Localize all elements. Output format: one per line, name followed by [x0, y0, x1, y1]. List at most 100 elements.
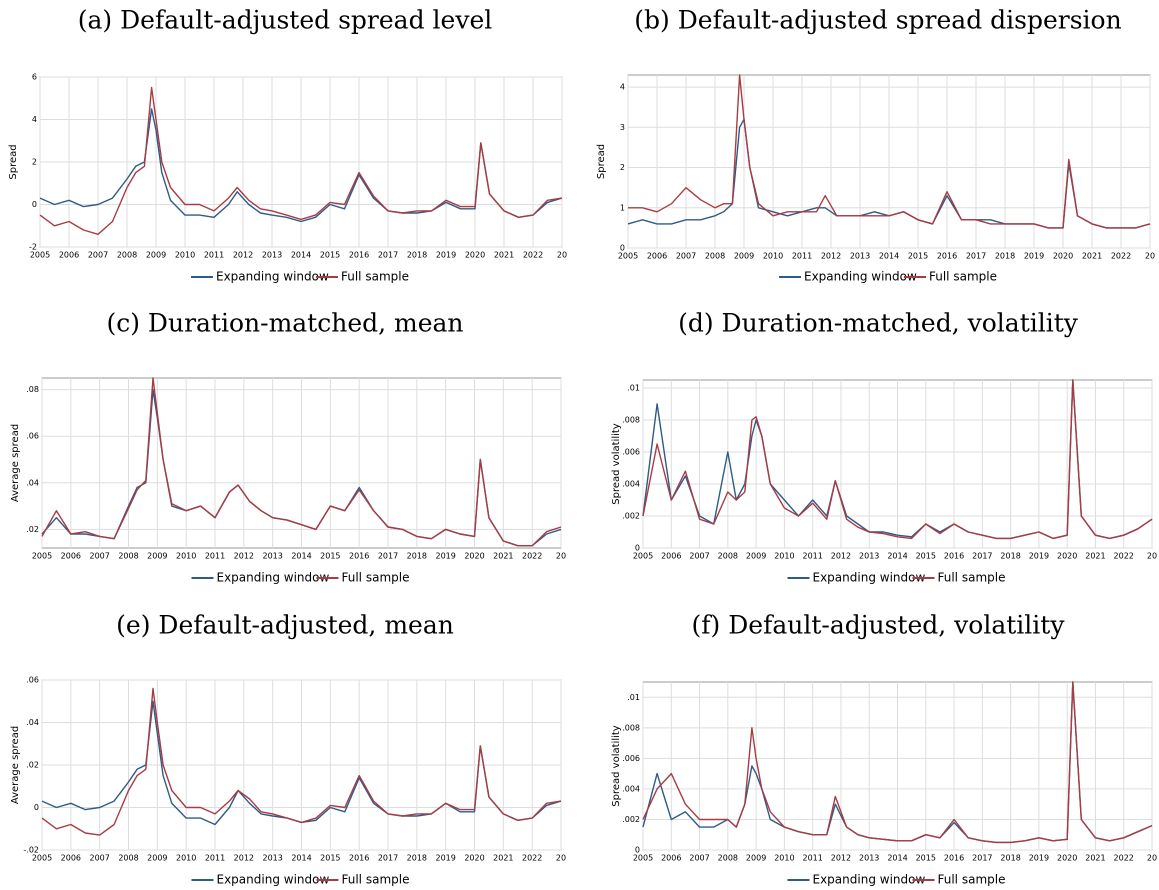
y-tick-label: .06: [26, 676, 39, 685]
x-tick-label: 2019: [1024, 252, 1044, 261]
x-tick-label: 2009: [734, 252, 754, 261]
x-tick-label: 20: [557, 251, 567, 260]
chart-panel: (c) Duration-matched, mean 2005 2006 2007 20…: [10, 309, 566, 585]
x-tick-label: 2007: [689, 552, 709, 561]
x-tick-label: 2009: [146, 251, 166, 260]
x-tick-label: 2016: [944, 854, 964, 863]
x-tick-label: 2013: [262, 251, 282, 260]
legend-label: Expanding window: [813, 571, 926, 585]
x-tick-label: 2010: [175, 251, 195, 260]
x-tick-label: 2011: [802, 552, 822, 561]
x-tick-label: 2005: [633, 854, 653, 863]
x-tick-label: 2010: [176, 854, 196, 863]
y-tick-label: .04: [26, 718, 39, 727]
x-tick-label: 2006: [61, 854, 81, 863]
x-tick-label: 2008: [118, 552, 138, 561]
x-tick-label: 2011: [205, 854, 225, 863]
x-tick-label: 2007: [689, 854, 709, 863]
x-tick-label: 2020: [1057, 854, 1077, 863]
x-tick-label: 2013: [262, 854, 282, 863]
y-tick-label: -.02: [23, 846, 39, 855]
chart-panel: (b) Default-adjusted spread dispersion20…: [596, 6, 1155, 284]
x-tick-label: 2022: [1111, 252, 1131, 261]
x-tick-label: 2010: [176, 552, 196, 561]
y-tick-label: -2: [29, 243, 37, 252]
legend-label: Expanding window: [217, 571, 330, 585]
x-tick-label: 2009: [746, 854, 766, 863]
x-tick-label: 2005: [32, 552, 52, 561]
y-tick-label: 0: [635, 846, 640, 855]
series-line: [628, 74, 1151, 229]
x-tick-label: 2021: [1085, 552, 1105, 561]
x-tick-label: 2022: [522, 854, 542, 863]
series-line: [642, 379, 1153, 540]
x-tick-label: 2020: [464, 552, 484, 561]
x-tick-label: 2018: [1000, 552, 1020, 561]
x-tick-label: 2021: [1082, 252, 1102, 261]
x-tick-label: 2005: [618, 252, 638, 261]
x-tick-label: 2019: [435, 552, 455, 561]
y-tick-label: .004: [622, 784, 640, 793]
x-tick-label: 2016: [944, 552, 964, 561]
x-tick-label: 2020: [464, 854, 484, 863]
x-tick-label: 2018: [407, 854, 427, 863]
x-tick-label: 2015: [908, 252, 928, 261]
x-tick-label: 2017: [378, 854, 398, 863]
y-tick-label: 0: [620, 244, 625, 253]
x-tick-label: 2013: [262, 552, 282, 561]
y-axis-label: Average spread: [10, 726, 21, 804]
y-tick-label: 2: [32, 158, 37, 167]
x-tick-label: 2006: [647, 252, 667, 261]
x-tick-label: 2010: [774, 552, 794, 561]
x-tick-label: 2006: [61, 552, 81, 561]
x-tick-label: 2013: [850, 252, 870, 261]
y-tick-label: 2: [620, 163, 625, 172]
x-tick-label: 2014: [291, 251, 311, 260]
y-axis-label: Spread volatility: [611, 423, 622, 505]
legend-label: Expanding window: [217, 873, 330, 887]
x-tick-label: 2008: [718, 854, 738, 863]
x-tick-label: 2018: [1000, 854, 1020, 863]
legend-label: Full sample: [929, 270, 997, 284]
x-tick-label: 2008: [118, 854, 138, 863]
x-tick-label: 2007: [89, 552, 109, 561]
y-tick-label: .002: [622, 815, 640, 824]
x-tick-label: 2020: [465, 251, 485, 260]
x-tick-label: 2017: [972, 552, 992, 561]
x-tick-label: 2017: [378, 251, 398, 260]
x-tick-label: 2020: [1057, 552, 1077, 561]
x-tick-label: 2021: [1085, 854, 1105, 863]
y-axis-label: Spread: [596, 144, 607, 179]
x-tick-label: 2014: [291, 854, 311, 863]
x-tick-label: 2022: [1114, 552, 1134, 561]
x-tick-label: 2007: [676, 252, 696, 261]
y-tick-label: .04: [26, 478, 39, 487]
x-tick-label: 2005: [32, 854, 52, 863]
x-tick-label: 20: [556, 552, 566, 561]
chart-title: (b) Default-adjusted spread dispersion: [634, 6, 1121, 35]
x-tick-label: 2016: [349, 552, 369, 561]
x-tick-label: 2021: [494, 251, 514, 260]
y-tick-label: 0: [32, 200, 37, 209]
y-tick-label: .02: [26, 761, 39, 770]
y-tick-label: .06: [26, 432, 39, 441]
y-tick-label: .02: [26, 525, 39, 534]
x-tick-label: 2017: [378, 552, 398, 561]
x-tick-label: 2008: [705, 252, 725, 261]
x-tick-label: 2005: [633, 552, 653, 561]
x-tick-label: 2014: [887, 552, 907, 561]
x-tick-label: 2012: [234, 552, 254, 561]
y-tick-label: .004: [622, 480, 640, 489]
x-tick-label: 2012: [831, 854, 851, 863]
x-tick-label: 2016: [349, 251, 369, 260]
x-tick-label: 2009: [147, 854, 167, 863]
y-tick-label: 6: [32, 73, 37, 82]
x-tick-label: 2006: [661, 552, 681, 561]
x-tick-label: 2012: [831, 552, 851, 561]
chart-panel: (f) Default-adjusted, volatility 2005 2006…: [611, 611, 1157, 887]
chart-title: (c) Duration-matched, mean: [106, 309, 463, 338]
x-tick-label: 2011: [792, 252, 812, 261]
legend-label: Full sample: [341, 270, 409, 284]
y-axis-label: Spread: [8, 144, 19, 179]
